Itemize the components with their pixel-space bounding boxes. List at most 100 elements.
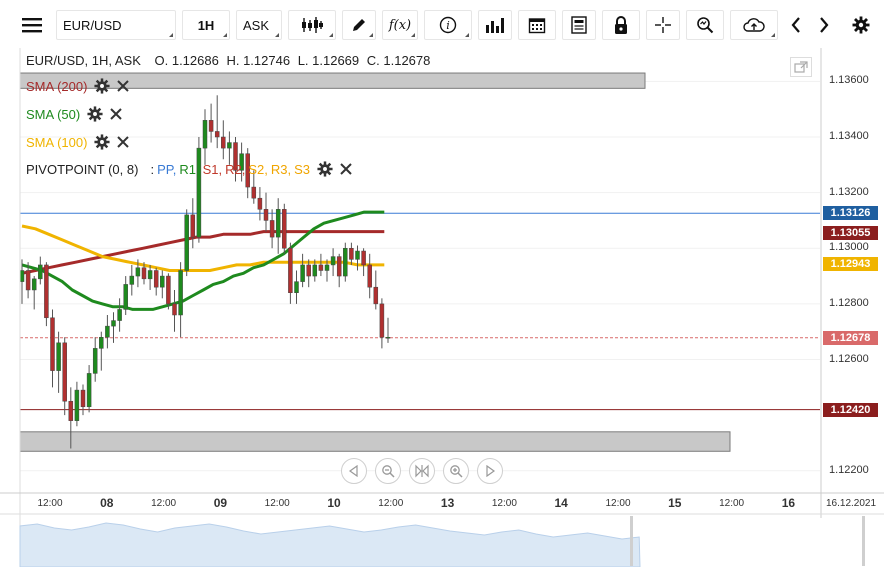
pivot-zone <box>19 431 731 452</box>
candle-body <box>221 136 226 149</box>
hamburger-menu-icon[interactable] <box>14 10 50 40</box>
candle-body <box>141 267 147 280</box>
draw-button[interactable] <box>342 10 376 40</box>
calendar-icon[interactable] <box>518 10 556 40</box>
candle-body <box>275 209 281 238</box>
candle-body <box>336 256 342 277</box>
symbol-value: EUR/USD <box>63 17 122 33</box>
price-chart[interactable] <box>0 48 884 567</box>
y-tick-label: 1.13200 <box>829 185 869 198</box>
candle-body <box>166 275 171 305</box>
candle-body <box>25 270 31 291</box>
zoom-icon[interactable] <box>686 10 724 40</box>
candle-body <box>343 248 348 277</box>
candle-body <box>324 264 330 271</box>
pencil-icon <box>353 19 365 31</box>
candle-body <box>99 337 104 349</box>
navigator-handle <box>630 516 633 566</box>
info-button[interactable]: i <box>424 10 472 40</box>
lock-icon[interactable] <box>602 10 640 40</box>
y-tick-label: 1.13600 <box>829 74 869 87</box>
sma200-settings-gear-icon[interactable] <box>94 78 110 94</box>
sma100-close-icon[interactable] <box>116 135 130 149</box>
price-type-select[interactable]: ASK <box>236 10 282 40</box>
candle-body <box>74 389 80 421</box>
chart-area[interactable]: EUR/USD, 1H, ASK O. 1.12686 H. 1.12746 L… <box>0 48 884 567</box>
y-tick-label: 1.12600 <box>829 352 869 365</box>
candle-body <box>373 286 379 305</box>
candle-body <box>263 209 269 221</box>
sma50-settings-gear-icon[interactable] <box>87 106 103 122</box>
candle-body <box>361 250 366 266</box>
sma100-label: SMA (100) <box>26 134 88 150</box>
x-tick-label: 16 <box>781 496 796 510</box>
price-tag: 1.12943 <box>823 257 878 272</box>
ohlc-title: EUR/USD, 1H, ASK <box>26 53 141 68</box>
candle-body <box>160 275 165 288</box>
candle-body <box>355 250 360 260</box>
price-tag: 1.13126 <box>823 206 878 221</box>
ohlc-low: L. 1.12669 <box>297 53 360 68</box>
date-label: 16.12.2021 <box>826 498 877 509</box>
chevron-right-icon[interactable] <box>812 10 836 40</box>
legend-sma100: SMA (100) <box>26 134 130 150</box>
chart-toolbar: EUR/USD 1H ASK f(x) i <box>0 0 884 48</box>
expand-icon[interactable] <box>790 57 812 77</box>
legend-sma50: SMA (50) <box>26 106 123 122</box>
x-tick-label: 12:00 <box>151 498 177 509</box>
pivot-close-icon[interactable] <box>339 162 353 176</box>
candle-body <box>80 389 86 408</box>
candle-body <box>123 284 128 310</box>
price-type-value: ASK <box>243 17 270 33</box>
chevron-left-icon[interactable] <box>784 10 808 40</box>
candle-body <box>44 264 49 319</box>
candle-body <box>306 264 311 277</box>
interval-select[interactable]: 1H <box>182 10 230 40</box>
scroll-right-icon[interactable] <box>477 458 503 484</box>
candle-body <box>105 325 110 338</box>
x-tick-label: 14 <box>554 496 568 510</box>
crosshair-icon[interactable] <box>646 10 680 40</box>
candle-body <box>86 373 92 408</box>
x-tick-label: 12:00 <box>491 498 517 509</box>
candle-body <box>312 264 318 277</box>
sma50-close-icon[interactable] <box>109 107 123 121</box>
candle-body <box>385 337 391 339</box>
candle-body <box>269 220 275 238</box>
x-tick-label: 10 <box>327 496 341 510</box>
x-tick-label: 12:00 <box>719 498 745 509</box>
function-icon[interactable]: f(x) <box>382 10 418 40</box>
sma100-settings-gear-icon[interactable] <box>94 134 110 150</box>
info-icon: i <box>439 16 457 34</box>
sma200-label: SMA (200) <box>26 78 88 94</box>
svg-text:i: i <box>446 19 450 32</box>
candle-body <box>135 267 141 277</box>
candle-body <box>68 400 74 421</box>
candle-body <box>147 270 153 280</box>
y-tick-label: 1.13000 <box>829 241 869 254</box>
candle-body <box>251 186 257 199</box>
candle-body <box>294 281 299 293</box>
symbol-select[interactable]: EUR/USD <box>56 10 176 40</box>
price-tag: 1.12420 <box>823 402 878 417</box>
candle-body <box>300 264 305 282</box>
candle-body <box>196 147 202 238</box>
y-tick-label: 1.12200 <box>829 463 869 476</box>
zoom-in-icon[interactable] <box>443 458 469 484</box>
pivot-label: PIVOTPOINT (0, 8) <box>26 161 139 177</box>
reset-view-icon[interactable] <box>409 458 435 484</box>
scroll-left-icon[interactable] <box>341 458 367 484</box>
chart-type-button[interactable] <box>288 10 336 40</box>
pivot-settings-gear-icon[interactable] <box>317 161 333 177</box>
bar-chart-icon[interactable] <box>478 10 512 40</box>
sma200-close-icon[interactable] <box>116 79 130 93</box>
settings-gear-icon[interactable] <box>848 10 874 40</box>
x-tick-label: 12:00 <box>605 498 631 509</box>
zoom-out-icon[interactable] <box>375 458 401 484</box>
candle-body <box>257 197 263 210</box>
candle-body <box>239 153 244 171</box>
cloud-upload-icon[interactable] <box>730 10 778 40</box>
news-icon[interactable] <box>562 10 596 40</box>
price-tag: 1.13055 <box>823 225 878 240</box>
navigator-area <box>19 522 641 567</box>
